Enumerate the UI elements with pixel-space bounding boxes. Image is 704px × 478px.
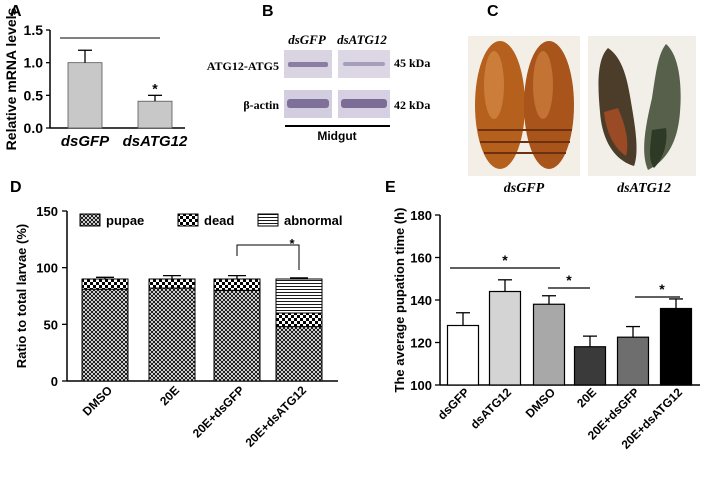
panel-c-photos: dsGFP dsATG12 (468, 36, 696, 196)
a-x-tick-label: dsGFP (61, 133, 110, 150)
larva-dsatg12-right-patch (650, 128, 667, 168)
blot-size-label-1: 45 kDa (394, 56, 430, 70)
a-y-tick-label: 0.0 (24, 120, 44, 136)
blot-tissue-label: Midgut (317, 129, 356, 143)
e-x-tick-label: dsATG12 (468, 385, 515, 432)
d-bar-pupae (213, 289, 261, 382)
e-x-tick-label: DMSO (523, 385, 558, 420)
e-bar (659, 307, 693, 386)
d-bar-pupae (148, 287, 196, 382)
blot-band-beta-actin-lane1 (287, 99, 329, 108)
d-x-tick-label: 20E+dsGFP (190, 383, 247, 440)
e-bar (616, 336, 650, 386)
panel-label-c: C (487, 3, 499, 20)
d-x-tick-label: 20E+dsATG12 (243, 383, 310, 450)
blot-band-atg12-atg5-lane2 (343, 62, 385, 66)
e-significance-star: * (502, 252, 508, 268)
d-bar-pupae (275, 326, 323, 382)
d-bar-dead (275, 312, 323, 328)
d-x-tick-label: 20E (157, 383, 182, 408)
e-y-tick-label: 160 (410, 251, 432, 266)
e-y-tick-label: 100 (410, 378, 432, 393)
d-legend-swatch-pupae (79, 213, 101, 227)
a-y-tick-label: 0.5 (24, 87, 44, 103)
e-significance-star: * (659, 281, 665, 297)
panel-b-western-blot: dsGFP dsATG12 ATG12-ATG5 β-actin 45 kDa … (207, 32, 431, 143)
d-x-tick-label: DMSO (80, 383, 115, 418)
d-bar-dead (213, 278, 261, 291)
blot-band-beta-actin-lane2 (341, 99, 387, 108)
a-bar (67, 62, 103, 129)
d-legend-swatch-dead (177, 213, 199, 227)
larva-dsatg12-left-patch (604, 108, 628, 156)
d-legend-swatch-abnormal (257, 213, 279, 227)
d-legend-label-abnormal: abnormal (284, 213, 343, 228)
d-y-tick-label: 100 (36, 261, 58, 276)
panel-label-a: A (10, 3, 22, 20)
e-x-tick-label: 20E (574, 385, 599, 410)
d-legend-label-dead: dead (204, 213, 234, 228)
a-significance-star: * (152, 80, 158, 96)
blot-row-label-2: β-actin (243, 98, 279, 112)
d-legend-label-pupae: pupae (106, 213, 144, 228)
e-x-tick-label: dsGFP (435, 385, 472, 422)
d-bar-dead (81, 278, 129, 290)
panel-label-e: E (385, 179, 396, 196)
larva-dsatg12-left (598, 48, 637, 166)
blot-band-atg12-atg5-lane1 (288, 62, 328, 67)
panel-a-chart: 0.0 0.5 1.0 1.5 Relative mRNA levels dsGFP dsA… (3, 7, 188, 150)
e-significance-star: * (566, 272, 572, 288)
a-y-tick-label: 1.5 (24, 22, 44, 38)
e-bar (488, 290, 522, 386)
a-y-axis-title: Relative mRNA levels (3, 7, 19, 150)
d-y-axis-title: Ratio to total larvae (%) (14, 224, 29, 368)
d-y-tick-label: 50 (44, 317, 58, 332)
blot-lane-label-1: dsGFP (288, 32, 327, 47)
blot-lane-label-2: dsATG12 (337, 32, 387, 47)
a-y-tick-label: 1.0 (24, 55, 44, 71)
d-bar-pupae (81, 288, 129, 382)
photo-caption-left: dsGFP (504, 181, 545, 196)
a-x-tick-label: dsATG12 (123, 133, 188, 150)
d-significance-star: * (289, 236, 295, 251)
e-y-tick-label: 140 (410, 293, 432, 308)
e-y-tick-label: 180 (410, 208, 432, 223)
pupa-dsgfp-left-highlight (484, 51, 504, 119)
e-bar (573, 346, 607, 386)
a-bar (137, 100, 173, 129)
d-bar-abnormal (275, 278, 323, 314)
panel-d-chart: 0 50 100 150 Ratio to total larvae (%) DMSO 20… (14, 204, 343, 450)
panel-label-d: D (10, 179, 22, 196)
d-bar-dead (148, 278, 196, 289)
d-y-tick-label: 0 (51, 374, 58, 389)
e-bar (446, 324, 480, 386)
e-y-axis-title: The average pupation time (h) (392, 208, 407, 393)
d-significance-bracket (236, 244, 300, 270)
panel-label-b: B (262, 3, 274, 20)
e-bar (532, 303, 566, 386)
d-y-tick-label: 150 (36, 204, 58, 219)
blot-row-label-1: ATG12-ATG5 (207, 59, 279, 73)
blot-size-label-2: 42 kDa (394, 98, 430, 112)
e-y-tick-label: 120 (410, 336, 432, 351)
photo-caption-right: dsATG12 (617, 181, 671, 196)
pupa-dsgfp-right-highlight (533, 51, 553, 119)
